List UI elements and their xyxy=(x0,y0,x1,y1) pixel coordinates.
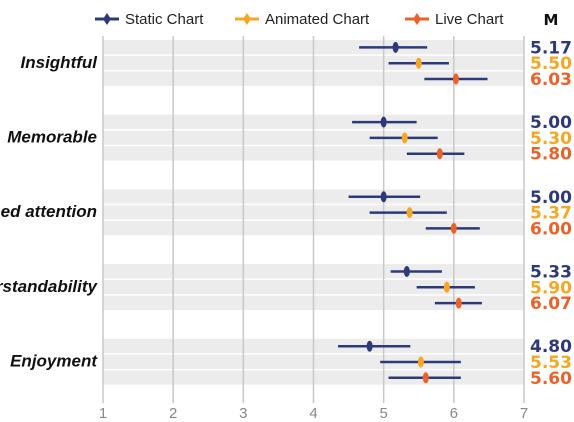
interval-group xyxy=(352,116,417,128)
mean-value-label: 5.60 xyxy=(530,369,572,389)
interval-group xyxy=(424,73,488,85)
mean-marker xyxy=(443,281,450,293)
mean-value-label: 5.00 xyxy=(530,113,572,133)
interval-group xyxy=(348,191,421,203)
category-label: Memorable xyxy=(7,128,97,147)
gridlines xyxy=(102,36,525,403)
category-label: Understandability xyxy=(0,277,99,296)
mean-marker xyxy=(380,191,387,203)
mean-value-label: 6.07 xyxy=(530,294,572,314)
mean-marker xyxy=(403,266,410,277)
mean-marker xyxy=(415,57,422,69)
mean-value-label: 5.80 xyxy=(530,145,572,165)
interval-group xyxy=(369,207,447,219)
mean-labels: 5.175.506.035.005.305.805.005.376.005.33… xyxy=(530,38,572,388)
x-tick-label: 4 xyxy=(309,405,317,422)
mean-marker xyxy=(392,41,399,53)
mean-marker xyxy=(380,116,387,128)
legend: Static Chart Animated Chart Live Chart xyxy=(95,11,504,28)
interval-group xyxy=(369,132,438,144)
mean-value-label: 5.53 xyxy=(530,353,572,373)
mean-column-header: M xyxy=(544,11,559,29)
interval-group xyxy=(380,356,461,368)
mean-marker xyxy=(406,207,413,219)
x-tick-label: 7 xyxy=(520,405,528,422)
legend-label: Animated Chart xyxy=(265,11,370,28)
mean-marker xyxy=(436,148,443,160)
mean-value-label: 6.00 xyxy=(530,219,572,239)
mean-value-label: 5.37 xyxy=(530,204,572,224)
x-tick-label: 1 xyxy=(99,405,107,422)
interval-group xyxy=(388,57,449,69)
legend-marker xyxy=(413,13,421,25)
interval-group xyxy=(406,148,465,160)
mean-value-label: 6.03 xyxy=(530,70,572,90)
mean-value-label: 5.33 xyxy=(530,263,572,283)
legend-label: Static Chart xyxy=(125,11,204,28)
mean-marker xyxy=(452,73,459,85)
interval-group xyxy=(434,297,482,309)
interval-group xyxy=(425,222,480,234)
mean-value-label: 5.00 xyxy=(530,188,572,208)
x-tick-label: 3 xyxy=(239,405,247,422)
x-axis-ticks: 1 2 3 4 5 6 7 xyxy=(99,405,528,422)
legend-marker xyxy=(103,13,111,25)
category-label: Enjoyment xyxy=(10,352,98,371)
mean-value-label: 4.80 xyxy=(530,337,572,357)
category-label: Focused attention xyxy=(0,202,97,221)
mean-value-label: 5.90 xyxy=(530,278,572,298)
interval-group xyxy=(388,372,461,384)
legend-item: Static Chart xyxy=(95,11,204,28)
mean-value-label: 5.50 xyxy=(530,54,572,74)
x-tick-label: 2 xyxy=(169,405,177,422)
intervals xyxy=(338,41,488,384)
mean-marker xyxy=(422,372,429,384)
legend-item: Animated Chart xyxy=(235,11,370,28)
category-labels: Insightful Memorable Focused attention Unde… xyxy=(0,53,99,371)
interval-group xyxy=(390,266,442,277)
legend-item: Live Chart xyxy=(405,11,504,28)
interval-group xyxy=(338,340,411,352)
legend-label: Live Chart xyxy=(435,11,504,28)
mean-marker xyxy=(366,340,373,352)
category-label: Insightful xyxy=(21,53,99,72)
mean-marker xyxy=(450,222,457,234)
interval-group xyxy=(359,41,428,53)
mean-value-label: 5.17 xyxy=(530,38,572,58)
mean-value-label: 5.30 xyxy=(530,129,572,149)
mean-marker xyxy=(417,356,424,368)
legend-marker xyxy=(243,13,251,25)
mean-marker xyxy=(455,297,462,309)
x-tick-label: 5 xyxy=(379,405,387,422)
mean-marker xyxy=(401,132,408,144)
interval-group xyxy=(416,281,475,293)
x-tick-label: 6 xyxy=(450,405,458,422)
